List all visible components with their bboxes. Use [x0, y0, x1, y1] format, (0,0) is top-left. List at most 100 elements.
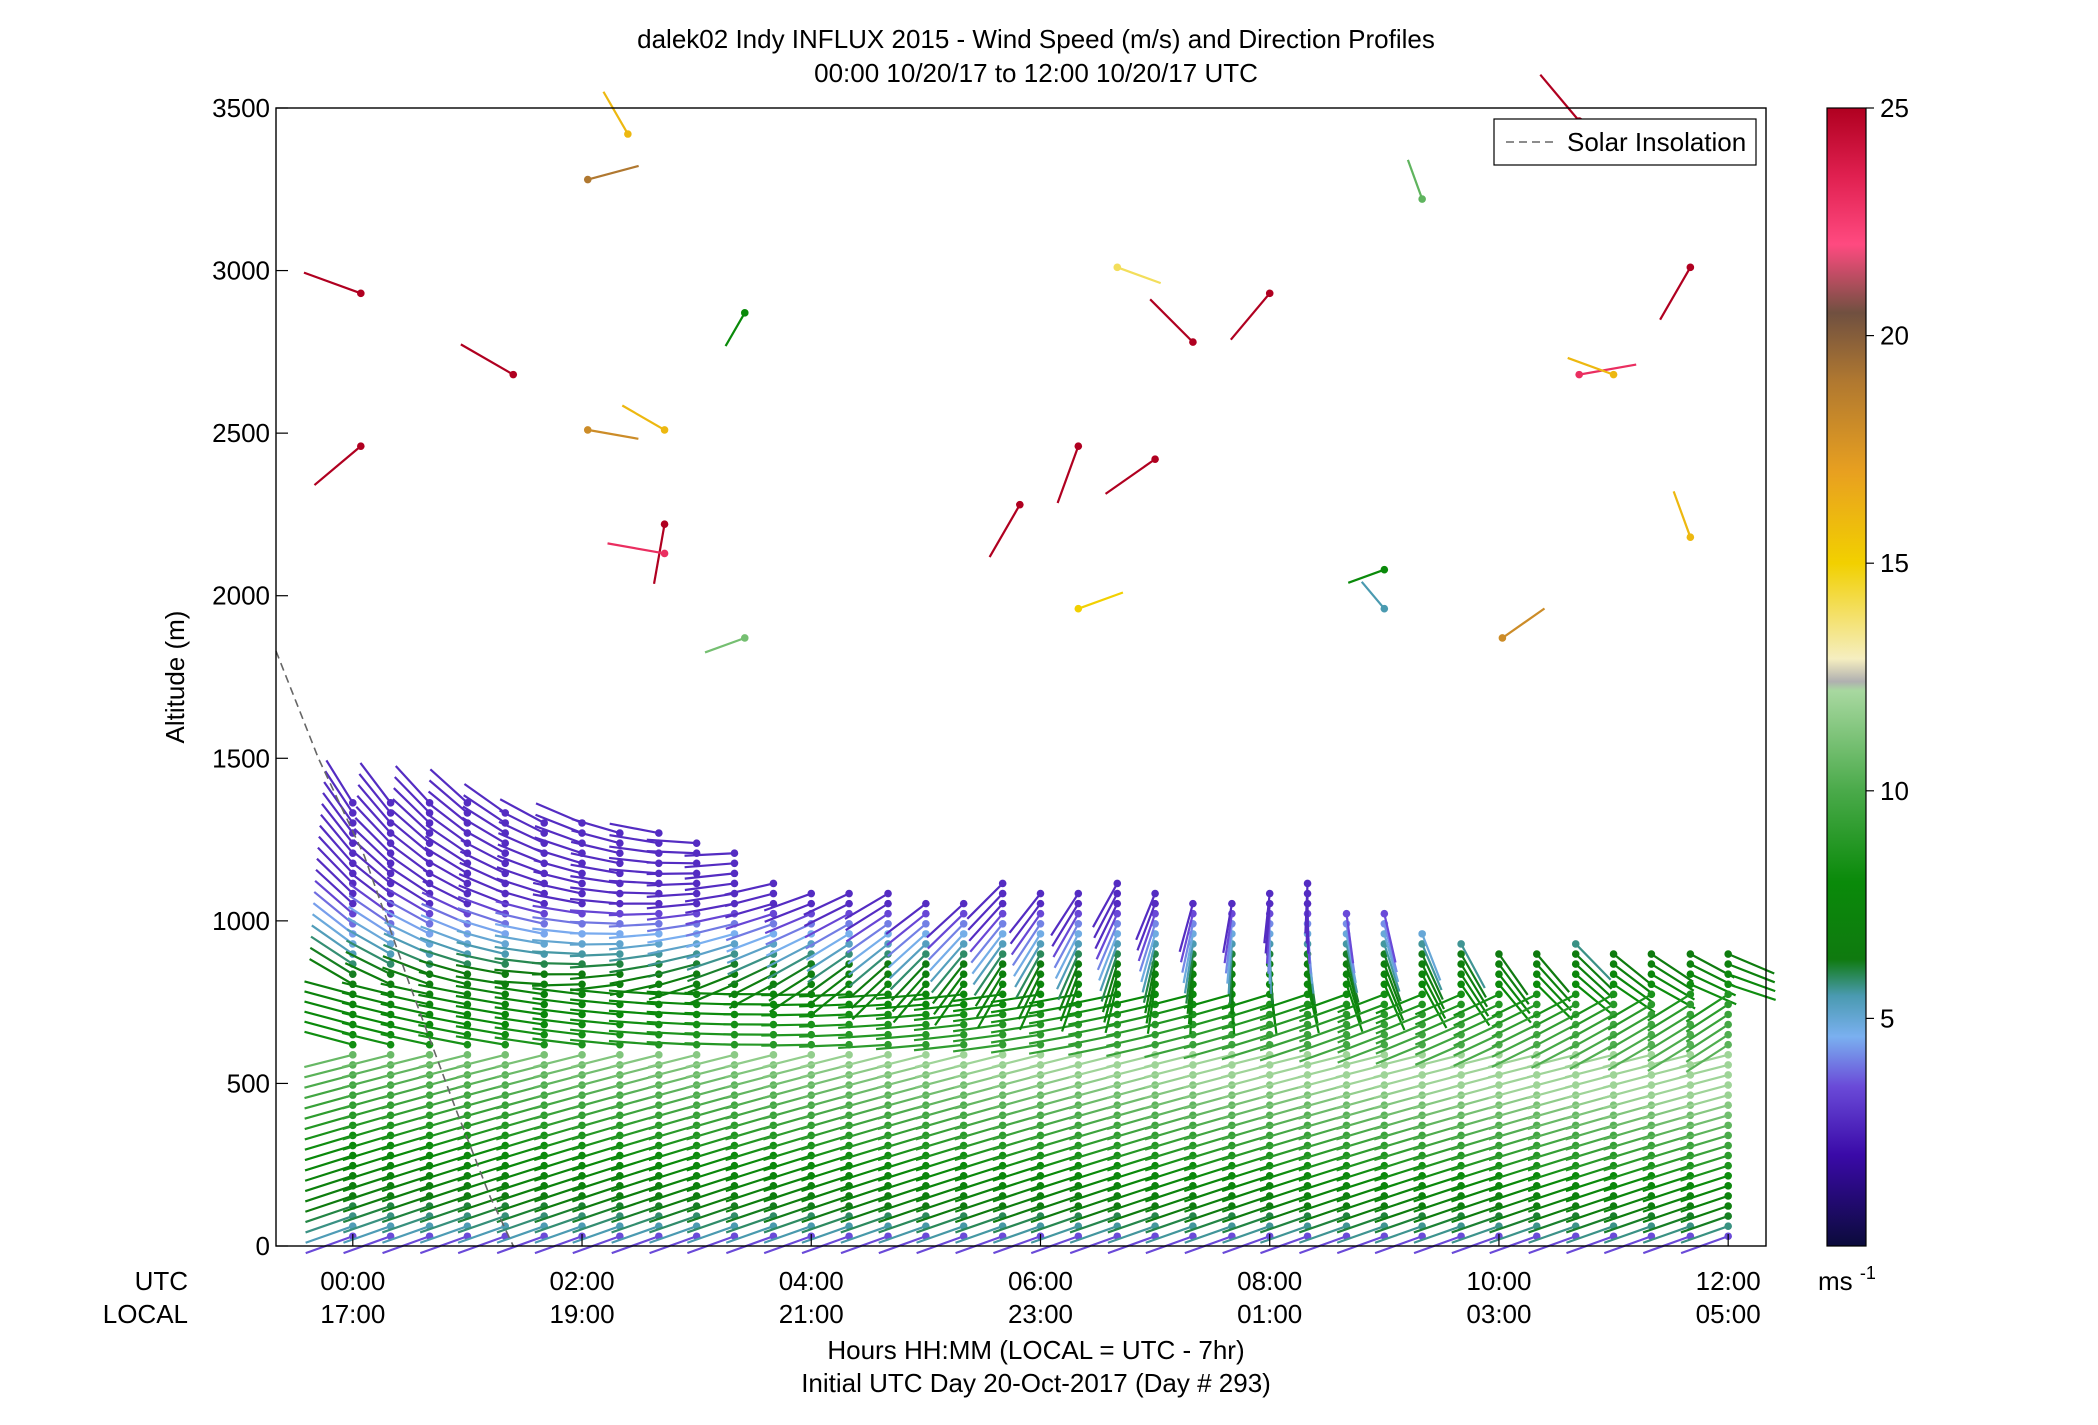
wind-barb-point — [1342, 1040, 1351, 1049]
wind-barb-stalk — [685, 912, 735, 926]
wind-barb-point — [1036, 909, 1045, 918]
wind-barb-stalk — [341, 1011, 391, 1026]
wind-barb-stalk — [930, 953, 965, 994]
wind-barb-stalk — [394, 765, 431, 804]
wind-barb-stalk — [1374, 1184, 1423, 1203]
wind-barb-stalk — [1413, 1184, 1462, 1203]
wind-barb-stalk — [532, 1017, 583, 1026]
wind-barb-stalk — [1077, 591, 1124, 610]
wind-barb-stalk — [1299, 1043, 1347, 1063]
wind-barb-stalk — [652, 523, 666, 584]
wind-barb-stalk — [457, 1134, 506, 1151]
wind-barb-stalk — [840, 1235, 889, 1255]
wind-barb-point — [1686, 533, 1695, 541]
wind-barb-stalk — [1528, 1235, 1577, 1255]
wind-barb-point — [1724, 1192, 1732, 1200]
wind-barb-stalk — [610, 1144, 660, 1162]
wind-barb-point — [1342, 909, 1351, 918]
wind-barb-stalk — [1138, 923, 1157, 972]
y-tick-label: 2500 — [212, 418, 270, 448]
wind-barb-stalk — [534, 1194, 583, 1213]
wind-barb-stalk — [455, 975, 506, 986]
wind-barb-point — [501, 1040, 510, 1049]
wind-barb-stalk — [844, 892, 889, 920]
wind-barb-point — [1724, 1151, 1732, 1160]
wind-barb-stalk — [990, 1033, 1041, 1044]
wind-barb-stalk — [1565, 1215, 1614, 1234]
wind-barb-point — [998, 980, 1007, 989]
wind-barb-point — [1647, 950, 1656, 958]
wind-barb-stalk — [969, 912, 1004, 953]
wind-barb-stalk — [1680, 1184, 1729, 1203]
wind-barb-stalk — [309, 958, 354, 986]
wind-barb-point — [501, 859, 510, 868]
wind-barb-point — [730, 960, 739, 968]
wind-barb-stalk — [1222, 1215, 1271, 1234]
wind-barb-stalk — [805, 932, 850, 961]
wind-barb-stalk — [952, 993, 1003, 1003]
wind-barb-stalk — [609, 983, 660, 997]
wind-barb-stalk — [304, 1144, 354, 1162]
wind-barb-point — [959, 1010, 968, 1019]
wind-barb-stalk — [1226, 933, 1233, 984]
wind-barb-stalk — [967, 892, 1004, 931]
wind-barb-stalk — [1414, 993, 1462, 1016]
wind-barb-stalk — [571, 1184, 621, 1203]
wind-barb-stalk — [727, 953, 774, 976]
colorbar-unit-exponent: -1 — [1860, 1263, 1876, 1283]
wind-barb-point — [1495, 980, 1503, 989]
wind-barb-point — [1686, 980, 1695, 989]
wind-barb-stalk — [1028, 1033, 1079, 1045]
wind-barb-stalk — [1183, 1144, 1233, 1162]
wind-barb-stalk — [1107, 1225, 1156, 1244]
wind-barb-stalk — [532, 938, 583, 946]
wind-barb-stalk — [839, 1144, 889, 1162]
wind-barb-stalk — [456, 941, 506, 956]
wind-barb-stalk — [608, 1039, 659, 1046]
wind-barb-stalk — [726, 932, 774, 953]
wind-barb-stalk — [419, 1215, 468, 1234]
wind-barb-stalk — [494, 980, 545, 986]
wind-barb-stalk — [724, 312, 746, 347]
wind-barb-stalk — [494, 986, 545, 996]
wind-barb-stalk — [686, 1194, 735, 1213]
wind-barb-stalk — [725, 922, 774, 942]
wind-barb-stalk — [934, 983, 965, 1026]
wind-barb-point — [1113, 879, 1122, 888]
wind-barb-stalk — [1069, 1194, 1118, 1213]
wind-barb-stalk — [1069, 1154, 1118, 1172]
wind-barb-point — [1036, 970, 1045, 978]
wind-barb-stalk — [801, 1215, 850, 1234]
wind-barb-point — [1724, 1212, 1732, 1220]
wind-barb-stalk — [354, 817, 392, 855]
wind-barb-point — [959, 919, 968, 928]
wind-barb-point — [1303, 1051, 1312, 1059]
wind-barb-stalk — [804, 912, 850, 939]
wind-barb-point — [959, 1020, 968, 1029]
wind-barb-stalk — [728, 983, 774, 1010]
wind-barb-stalk — [534, 1225, 583, 1244]
wind-barb-stalk — [342, 1154, 391, 1172]
wind-barb-stalk — [1528, 1225, 1577, 1244]
wind-barb-stalk — [457, 1144, 506, 1162]
wind-barb-stalk — [426, 812, 469, 845]
wind-barb-point — [1647, 990, 1656, 999]
wind-barb-point — [1724, 980, 1732, 989]
wind-barb-point — [1342, 1020, 1351, 1029]
y-tick-label: 1500 — [212, 743, 270, 773]
wind-barb-stalk — [1642, 1164, 1691, 1182]
wind-barb-stalk — [1030, 1215, 1079, 1234]
wind-barb-stalk — [1530, 1013, 1577, 1039]
wind-barb-stalk — [456, 929, 506, 946]
wind-barb-point — [501, 1000, 510, 1009]
wind-barb-stalk — [1569, 1023, 1615, 1050]
wind-barb-stalk — [1224, 923, 1233, 974]
wind-barb-stalk — [847, 932, 889, 965]
wind-barb-stalk — [611, 1225, 660, 1244]
wind-barb-stalk — [1491, 1033, 1538, 1058]
wind-barb-stalk — [341, 1001, 391, 1016]
wind-barb-point — [540, 1051, 548, 1059]
wind-barb-stalk — [429, 768, 469, 804]
wind-barb-stalk — [1414, 1023, 1462, 1046]
wind-barb-stalk — [763, 1144, 812, 1162]
